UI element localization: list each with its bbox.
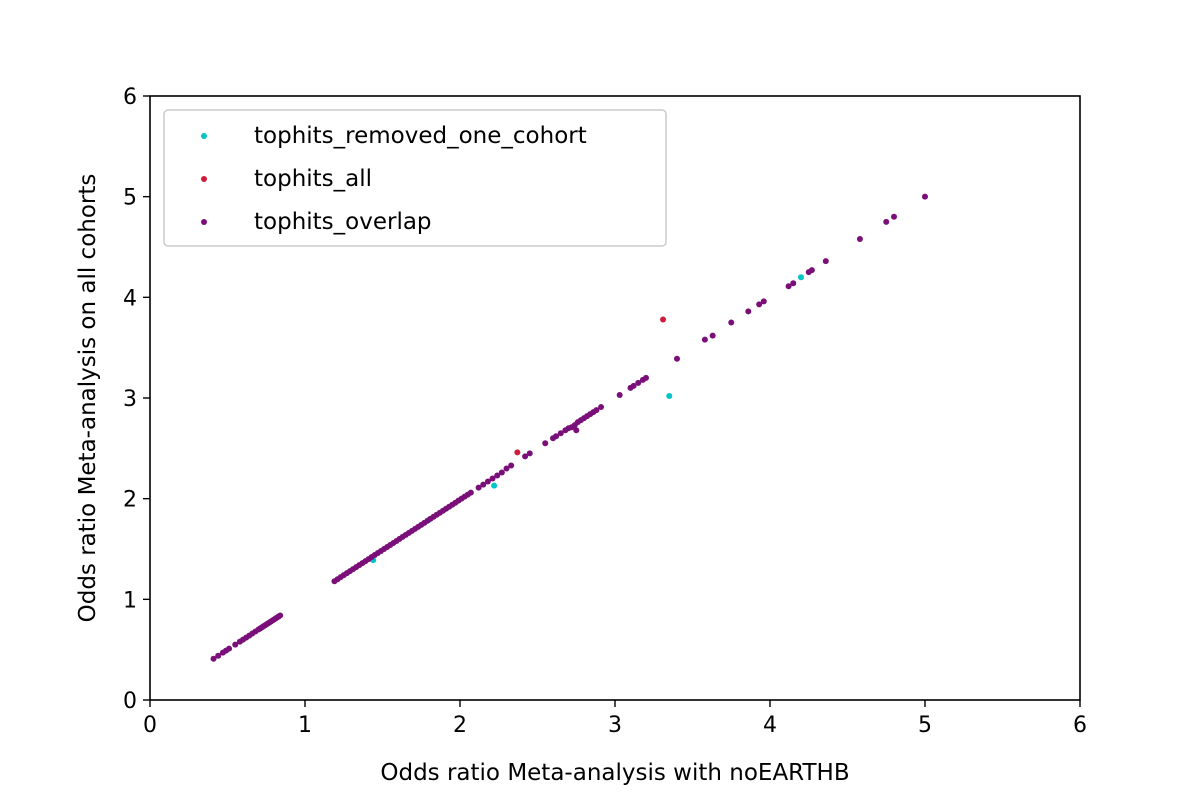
x-tick-label: 2 — [453, 713, 467, 738]
data-point-tophits-overlap — [674, 355, 680, 362]
y-tick-label: 4 — [123, 286, 137, 311]
data-point-tophits-overlap — [542, 440, 549, 447]
legend-marker — [201, 133, 207, 139]
data-point-tophits-overlap — [475, 484, 482, 491]
data-point-tophits-all — [514, 449, 521, 456]
y-tick-label: 2 — [123, 488, 137, 513]
data-point-tophits-overlap — [922, 193, 928, 200]
data-point-tophits-overlap — [210, 655, 217, 662]
data-point-tophits-overlap — [526, 450, 533, 457]
legend-label: tophits_all — [254, 166, 372, 192]
data-point-tophits-overlap — [635, 379, 642, 386]
x-tick-label: 6 — [1073, 713, 1087, 738]
data-point-tophits-overlap — [728, 319, 735, 326]
y-axis: 0 1 2 3 4 5 6 — [123, 85, 150, 714]
data-point-tophits-overlap — [489, 475, 496, 482]
data-point-tophits-overlap — [498, 469, 505, 476]
data-point-tophits-overlap — [643, 374, 649, 381]
x-axis-label: Odds ratio Meta-analysis with noEARTHB — [380, 760, 849, 786]
data-point-tophits-removed-one-cohort — [491, 482, 498, 489]
data-points — [210, 193, 928, 662]
data-point-tophits-overlap — [494, 472, 501, 479]
data-point-tophits-overlap — [822, 258, 829, 265]
data-point-tophits-overlap — [630, 382, 637, 389]
x-tick-label: 5 — [918, 713, 932, 738]
data-point-tophits-overlap — [756, 301, 763, 308]
data-point-tophits-overlap — [790, 280, 797, 287]
data-point-tophits-overlap — [598, 404, 605, 411]
data-point-tophits-overlap — [215, 652, 222, 659]
data-point-tophits-removed-one-cohort — [666, 392, 673, 399]
y-tick-label: 0 — [123, 689, 137, 714]
data-point-tophits-overlap — [760, 298, 767, 305]
x-tick-label: 1 — [298, 713, 312, 738]
legend-label: tophits_overlap — [254, 209, 432, 235]
data-point-tophits-overlap — [745, 308, 752, 315]
data-point-tophits-overlap — [616, 391, 623, 398]
data-point-tophits-overlap — [480, 481, 487, 488]
x-tick-label: 0 — [143, 713, 157, 738]
data-point-tophits-overlap — [891, 213, 897, 220]
x-tick-label: 4 — [763, 713, 777, 738]
y-tick-label: 6 — [123, 85, 137, 110]
legend-marker — [201, 176, 207, 182]
data-point-tophits-overlap — [467, 489, 474, 496]
data-point-tophits-overlap — [226, 645, 233, 652]
y-tick-label: 5 — [123, 186, 137, 211]
legend: tophits_removed_one_cohort tophits_alltop… — [163, 109, 667, 247]
legend-box — [163, 109, 667, 247]
data-point-tophits-overlap — [785, 283, 792, 290]
data-point-tophits-overlap — [503, 465, 510, 472]
data-point-tophits-all — [660, 316, 667, 323]
data-point-tophits-overlap — [808, 267, 815, 274]
data-point-tophits-overlap — [232, 641, 239, 648]
data-point-tophits-overlap — [553, 433, 560, 440]
data-point-tophits-removed-one-cohort — [798, 274, 804, 281]
legend-marker — [201, 219, 207, 225]
y-axis-label: Odds ratio Meta-analysis on all cohorts — [75, 174, 101, 623]
data-point-tophits-overlap — [508, 462, 515, 469]
legend-label: tophits_removed_one_cohort — [254, 123, 587, 149]
data-point-tophits-overlap — [557, 430, 564, 437]
data-point-tophits-overlap — [593, 407, 600, 414]
data-point-tophits-overlap — [573, 427, 580, 434]
x-axis: 0 1 2 3 4 5 6 — [143, 700, 1087, 738]
data-point-tophits-overlap — [277, 612, 284, 619]
data-point-tophits-overlap — [701, 336, 708, 343]
data-point-tophits-overlap — [522, 453, 529, 460]
x-tick-label: 3 — [608, 713, 622, 738]
data-point-tophits-overlap — [856, 235, 863, 242]
data-point-tophits-overlap — [484, 478, 491, 485]
y-tick-label: 3 — [123, 387, 137, 412]
data-point-tophits-overlap — [709, 332, 716, 339]
data-point-tophits-overlap — [883, 218, 890, 225]
y-tick-label: 1 — [123, 588, 137, 613]
